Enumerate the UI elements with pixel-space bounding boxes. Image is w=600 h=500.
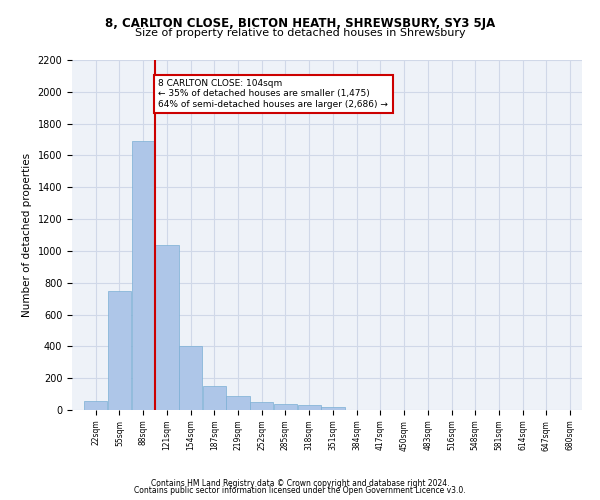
- Bar: [250, 402, 274, 410]
- Text: Contains HM Land Registry data © Crown copyright and database right 2024.: Contains HM Land Registry data © Crown c…: [151, 478, 449, 488]
- Bar: [155, 246, 179, 410]
- Bar: [203, 386, 226, 410]
- Bar: [298, 405, 321, 410]
- Bar: [322, 407, 344, 410]
- Y-axis label: Number of detached properties: Number of detached properties: [22, 153, 32, 317]
- Bar: [274, 404, 297, 410]
- Text: Size of property relative to detached houses in Shrewsbury: Size of property relative to detached ho…: [134, 28, 466, 38]
- Text: 8, CARLTON CLOSE, BICTON HEATH, SHREWSBURY, SY3 5JA: 8, CARLTON CLOSE, BICTON HEATH, SHREWSBU…: [105, 18, 495, 30]
- Text: 8 CARLTON CLOSE: 104sqm
← 35% of detached houses are smaller (1,475)
64% of semi: 8 CARLTON CLOSE: 104sqm ← 35% of detache…: [158, 79, 388, 109]
- Bar: [226, 396, 250, 410]
- Bar: [108, 292, 131, 410]
- Text: Contains public sector information licensed under the Open Government Licence v3: Contains public sector information licen…: [134, 486, 466, 495]
- Bar: [131, 141, 155, 410]
- Bar: [179, 346, 202, 410]
- Bar: [84, 401, 107, 410]
